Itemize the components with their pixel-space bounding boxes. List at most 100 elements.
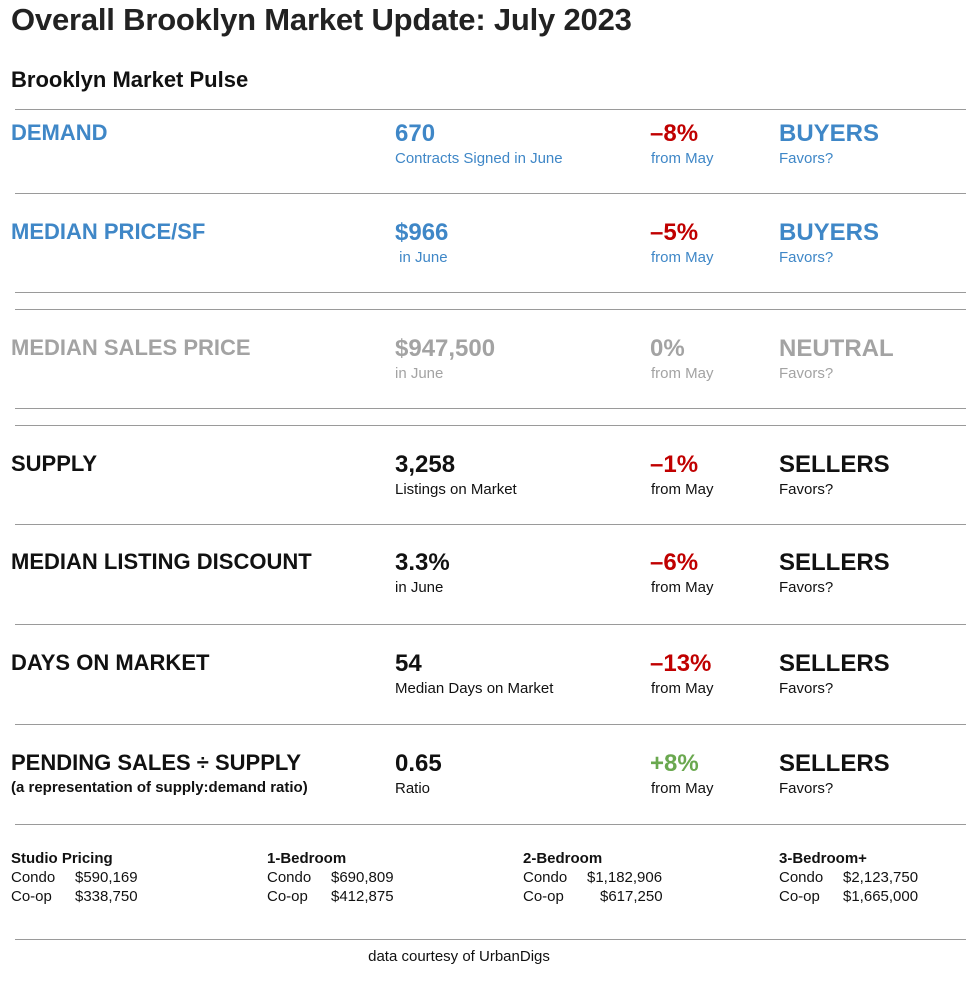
metric-favor-caption: Favors? xyxy=(779,780,834,797)
pricing-row-condo: Condo $1,182,906 xyxy=(523,868,763,887)
pricing-block-studio: Studio Pricing Condo $590,169 Co-op $338… xyxy=(11,849,251,906)
metric-change-caption: from May xyxy=(651,481,714,498)
divider xyxy=(15,939,966,940)
divider xyxy=(15,292,966,293)
metric-change-caption: from May xyxy=(651,365,714,382)
metric-row-pending-sales-supply: PENDING SALES ÷ SUPPLY (a representation… xyxy=(0,750,980,830)
metric-change-caption: from May xyxy=(651,249,714,266)
metric-value-caption: in June xyxy=(395,249,448,266)
metric-favor: NEUTRAL xyxy=(779,335,894,362)
page-subtitle: Brooklyn Market Pulse xyxy=(11,67,249,92)
metric-value: $947,500 xyxy=(395,335,496,362)
divider xyxy=(15,824,966,825)
metric-favor: BUYERS xyxy=(779,120,880,147)
divider xyxy=(15,109,966,110)
metric-change-caption: from May xyxy=(651,150,714,167)
pricing-heading: 2-Bedroom xyxy=(523,850,603,867)
divider xyxy=(15,425,966,426)
pricing-value: $338,750 xyxy=(75,888,138,905)
pricing-type-label: Condo xyxy=(523,869,568,886)
divider xyxy=(15,524,966,525)
metric-change-caption: from May xyxy=(651,680,714,697)
metric-label: DAYS ON MARKET xyxy=(11,650,210,675)
metric-label: MEDIAN SALES PRICE xyxy=(11,335,251,360)
pricing-type-label: Condo xyxy=(11,869,56,886)
pricing-heading: 1-Bedroom xyxy=(267,850,347,867)
metric-change: –13% xyxy=(650,650,712,677)
metric-favor: BUYERS xyxy=(779,219,880,246)
metric-label: MEDIAN LISTING DISCOUNT xyxy=(11,549,312,574)
pricing-value: $1,665,000 xyxy=(843,888,919,905)
metric-change-caption: from May xyxy=(651,579,714,596)
metric-favor: SELLERS xyxy=(779,451,890,478)
pricing-row-coop: Co-op $617,250 xyxy=(523,887,763,906)
metric-value-caption: Listings on Market xyxy=(395,481,517,498)
metric-value: 3,258 xyxy=(395,451,456,478)
metric-note: (a representation of supply:demand ratio… xyxy=(11,779,308,796)
pricing-row-condo: Condo $690,809 xyxy=(267,868,507,887)
metric-favor-caption: Favors? xyxy=(779,579,834,596)
metric-favor: SELLERS xyxy=(779,750,890,777)
metric-row-median-listing-discount: MEDIAN LISTING DISCOUNT 3.3% in June –6%… xyxy=(0,549,980,629)
metric-value-caption: Median Days on Market xyxy=(395,680,554,697)
metric-favor-caption: Favors? xyxy=(779,481,834,498)
pricing-type-label: Co-op xyxy=(779,888,820,905)
metric-value: 0.65 xyxy=(395,750,442,777)
metric-row-days-on-market: DAYS ON MARKET 54 Median Days on Market … xyxy=(0,650,980,730)
pricing-block-3-bedroom-plus: 3-Bedroom+ Condo $2,123,750 Co-op $1,665… xyxy=(779,849,980,906)
metric-row-median-sales-price: MEDIAN SALES PRICE $947,500 in June 0% f… xyxy=(0,335,980,415)
metric-row-median-price-sf: MEDIAN PRICE/SF $966 in June –5% from Ma… xyxy=(0,219,980,299)
metric-change: +8% xyxy=(650,750,699,777)
metric-favor: SELLERS xyxy=(779,650,890,677)
pricing-block-2-bedroom: 2-Bedroom Condo $1,182,906 Co-op $617,25… xyxy=(523,849,763,906)
pricing-heading: 3-Bedroom+ xyxy=(779,850,867,867)
metric-change: –8% xyxy=(650,120,699,147)
pricing-block-1-bedroom: 1-Bedroom Condo $690,809 Co-op $412,875 xyxy=(267,849,507,906)
pricing-type-label: Co-op xyxy=(11,888,52,905)
pricing-row-coop: Co-op $338,750 xyxy=(11,887,251,906)
footer-credit: data courtesy of UrbanDigs xyxy=(368,948,550,965)
metric-value-caption: in June xyxy=(395,579,444,596)
pricing-row-coop: Co-op $1,665,000 xyxy=(779,887,980,906)
divider xyxy=(15,309,966,310)
metric-row-supply: SUPPLY 3,258 Listings on Market –1% from… xyxy=(0,451,980,531)
pricing-type-label: Co-op xyxy=(523,888,564,905)
metric-value: 670 xyxy=(395,120,436,147)
metric-favor-caption: Favors? xyxy=(779,365,834,382)
metric-favor-caption: Favors? xyxy=(779,150,834,167)
divider xyxy=(15,724,966,725)
pricing-row-condo: Condo $2,123,750 xyxy=(779,868,980,887)
metric-row-demand: DEMAND 670 Contracts Signed in June –8% … xyxy=(0,120,980,200)
page-title: Overall Brooklyn Market Update: July 202… xyxy=(11,2,632,37)
metric-change: 0% xyxy=(650,335,685,362)
metric-change: –1% xyxy=(650,451,699,478)
metric-favor-caption: Favors? xyxy=(779,249,834,266)
pricing-type-label: Co-op xyxy=(267,888,308,905)
metric-change-caption: from May xyxy=(651,780,714,797)
metric-label: DEMAND xyxy=(11,120,108,145)
pricing-row-coop: Co-op $412,875 xyxy=(267,887,507,906)
metric-value: $966 xyxy=(395,219,449,246)
metric-label: SUPPLY xyxy=(11,451,98,476)
pricing-value: $1,182,906 xyxy=(587,869,663,886)
divider xyxy=(15,624,966,625)
pricing-value: $412,875 xyxy=(331,888,394,905)
pricing-value: $590,169 xyxy=(75,869,138,886)
metric-value: 3.3% xyxy=(395,549,450,576)
pricing-value: $617,250 xyxy=(600,888,663,905)
metric-change: –6% xyxy=(650,549,699,576)
pricing-row-condo: Condo $590,169 xyxy=(11,868,251,887)
metric-label: PENDING SALES ÷ SUPPLY xyxy=(11,750,301,775)
metric-value-caption: Contracts Signed in June xyxy=(395,150,563,167)
pricing-value: $2,123,750 xyxy=(843,869,919,886)
metric-favor: SELLERS xyxy=(779,549,890,576)
metric-favor-caption: Favors? xyxy=(779,680,834,697)
metric-value-caption: in June xyxy=(395,365,444,382)
pricing-value: $690,809 xyxy=(331,869,394,886)
pricing-type-label: Condo xyxy=(267,869,312,886)
metric-change: –5% xyxy=(650,219,699,246)
divider xyxy=(15,193,966,194)
pricing-type-label: Condo xyxy=(779,869,824,886)
divider xyxy=(15,408,966,409)
metric-value-caption: Ratio xyxy=(395,780,431,797)
